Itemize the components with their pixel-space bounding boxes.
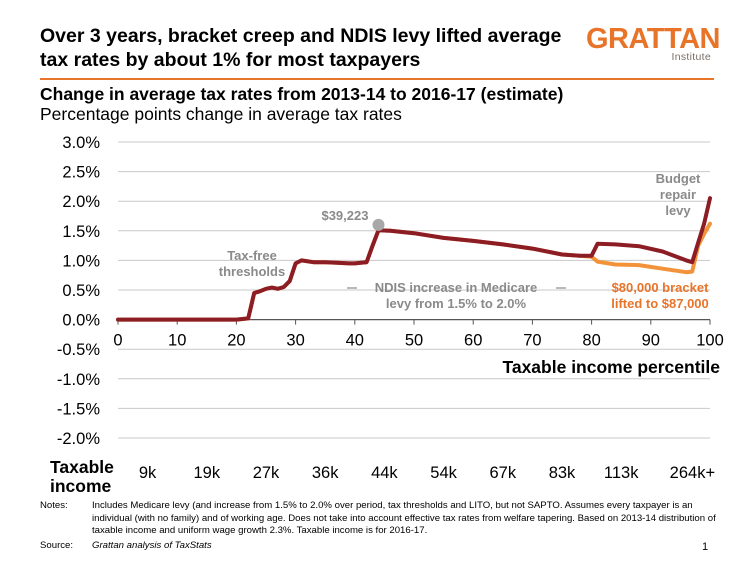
chart-annotations: $39,223 Tax-free thresholds NDIS increase i… [219,171,709,311]
x-tick-label: 100 [696,332,724,350]
marker-label: $39,223 [321,208,368,223]
source-label: Source: [40,540,74,551]
x-tick-label: 40 [346,332,364,350]
y-tick-label: 0.5% [62,282,100,300]
y-tick-label: -0.5% [57,341,100,359]
y-tick-label: -1.5% [57,400,100,418]
income-tick-label: 36k [311,464,339,482]
title-rule [40,78,714,80]
x-tick-label: 0 [113,332,122,350]
series-line-dark [116,196,712,322]
annotation-line: NDIS increase in Medicare [375,280,538,295]
y-tick-label: 2.5% [62,164,100,182]
unit-line: Percentage points change in average tax … [40,104,402,124]
y-axis-ticks: 3.0% 2.5% 2.0% 1.5% 1.0% 0.5% 0.0% -0.5% -1.0% -1… [57,134,100,448]
income-tick-label: 19k [193,464,221,482]
x-tick-label: 70 [523,332,541,350]
x-axis-ticks: 0 10 20 30 40 50 60 70 80 90 100 [113,319,724,350]
annotation-text: $80,000 bracket lifted to $87,000 [611,280,709,311]
x-tick-label: 60 [464,332,482,350]
income-marker-dot [372,218,385,231]
annotation-line: lifted to $87,000 [611,296,709,311]
x-tick-label: 20 [227,332,245,350]
y-tick-label: 1.5% [62,223,100,241]
chart-title: Over 3 years, bracket creep and NDIS lev… [40,25,562,71]
income-tick-label: 83k [548,464,576,482]
line-chart: 3.0% 2.5% 2.0% 1.5% 1.0% 0.5% 0.0% -0.5% -1.0% -1… [57,134,724,448]
y-tick-label: 3.0% [62,134,100,152]
annotation-text: Tax-free thresholds [219,248,285,279]
y-tick-label: -2.0% [57,430,100,448]
income-row-label: Taxable income [50,457,114,496]
income-tick-label: 44k [371,464,398,482]
x-tick-label: 90 [642,332,660,350]
source-line: Source: Grattan analysis of TaxStats [40,540,212,551]
income-tick-label: 54k [430,464,457,482]
x-tick-label: 10 [168,332,186,350]
annotation-line: levy [665,203,691,218]
notes-text: Includes Medicare levy (and increase fro… [92,500,716,536]
x-axis-label: Taxable income percentile [502,357,720,377]
annotation-line: Tax-free [227,248,277,263]
income-tick-label: 27k [252,464,280,482]
y-tick-label: -1.0% [57,371,100,389]
annotation-line: levy from 1.5% to 2.0% [386,296,527,311]
annotation-text: Budget repair levy [656,171,701,218]
annotation-line: Budget [656,171,701,186]
grattan-logo: GRATTAN Institute [586,23,720,63]
annotation-text: NDIS increase in Medicare levy from 1.5% … [375,280,538,311]
annotation-line: repair [660,187,696,202]
x-tick-label: 30 [286,332,304,350]
page-number: 1 [702,541,709,553]
y-tick-label: 0.0% [62,312,100,330]
x-tick-label: 50 [405,332,423,350]
x-tick-label: 80 [582,332,600,350]
income-tick-label: 9k [138,464,157,482]
chart-subtitle: Change in average tax rates from 2013-14… [40,84,564,104]
annotation-line: $80,000 bracket [612,280,710,295]
income-tick-label: 113k [603,464,639,482]
income-tick-label: 67k [489,464,517,482]
logo-wordmark: GRATTAN [586,23,720,55]
y-tick-label: 1.0% [62,252,100,270]
source-text: Grattan analysis of TaxStats [92,540,212,551]
notes: Notes: Includes Medicare levy (and incre… [40,500,730,538]
logo-subtext: Institute [671,51,711,63]
income-tick-label: 264k+ [669,464,716,482]
y-tick-label: 2.0% [62,193,100,211]
notes-label: Notes: [40,500,68,511]
annotation-line: thresholds [219,264,285,279]
series-lines [116,196,712,322]
